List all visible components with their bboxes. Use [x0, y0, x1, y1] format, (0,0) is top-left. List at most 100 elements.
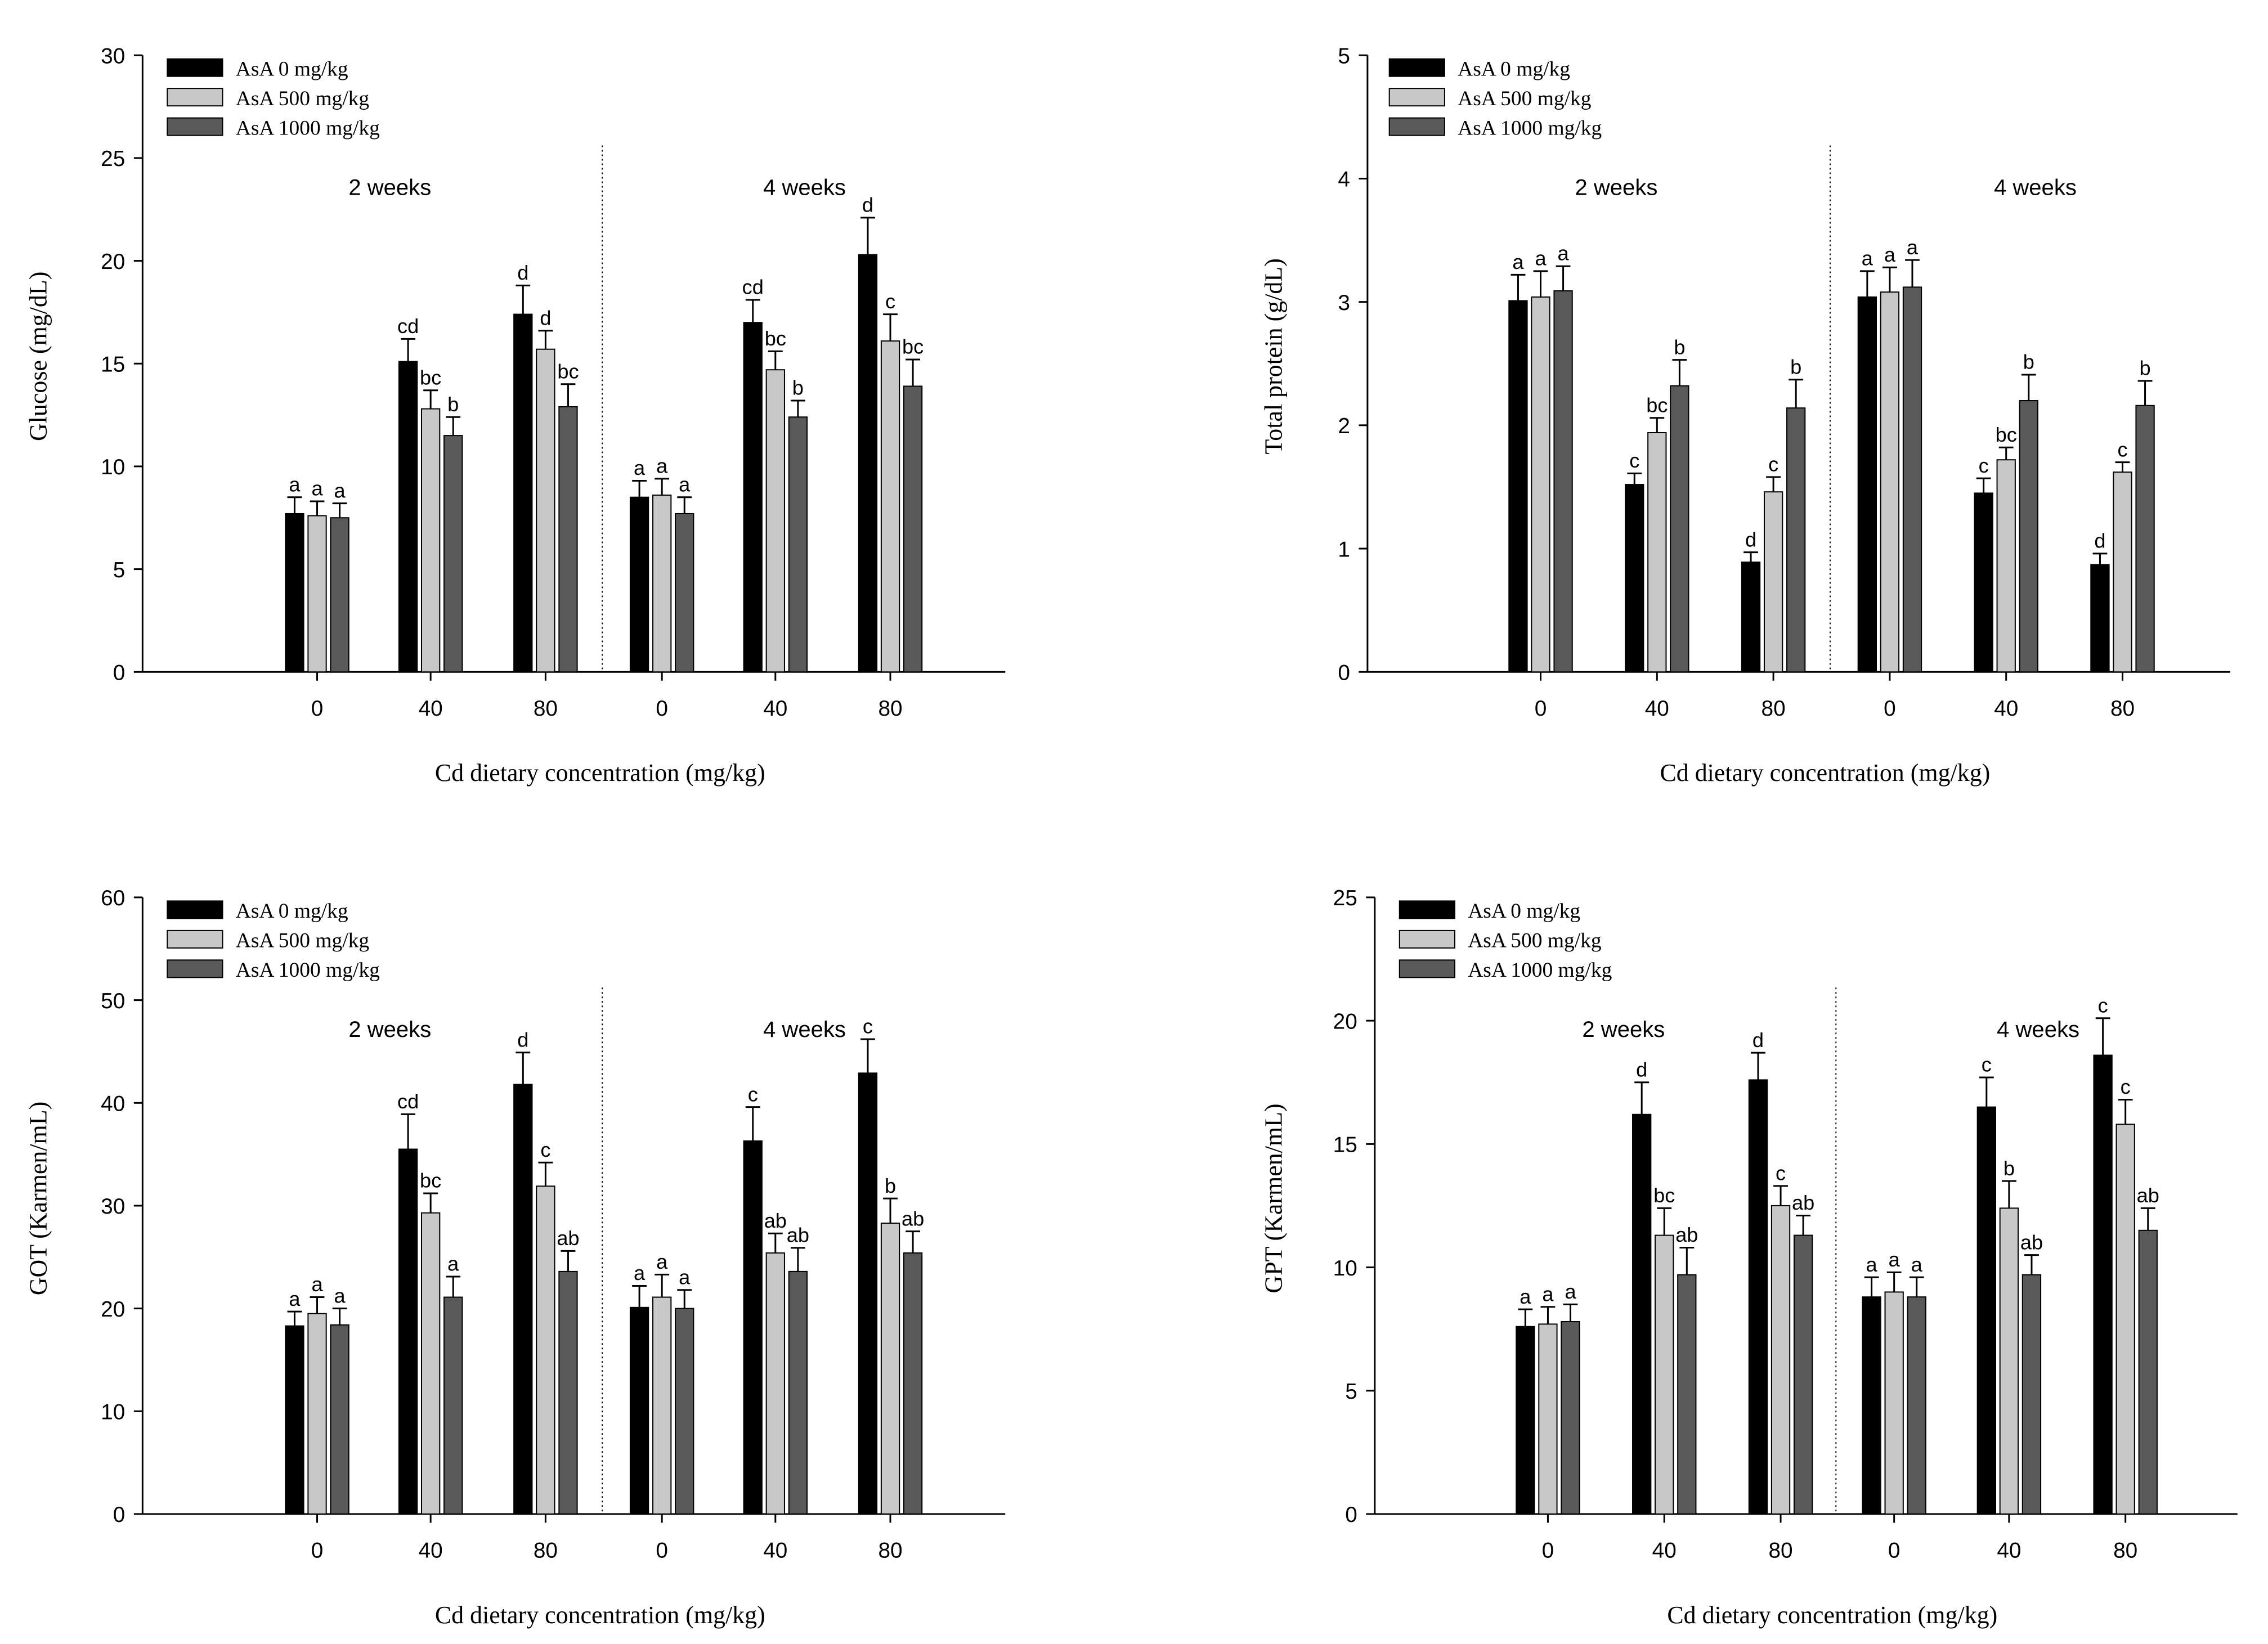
bar: [629, 1306, 649, 1515]
y-tick-label: 60: [101, 886, 125, 910]
y-tick-label: 25: [101, 147, 125, 171]
bar: [1655, 1234, 1674, 1515]
significance-letter: a: [311, 477, 323, 500]
bar: [858, 1072, 878, 1515]
x-tick-label: 40: [763, 697, 787, 721]
bar: [1880, 291, 1900, 673]
y-tick-label: 15: [1333, 1133, 1357, 1157]
bar: [1741, 562, 1761, 673]
y-tick-label: 20: [101, 1297, 125, 1322]
legend-swatch: [1388, 117, 1445, 136]
bar: [1907, 1296, 1926, 1515]
significance-letter: ab: [2020, 1230, 2043, 1254]
significance-letter: ab: [557, 1227, 579, 1250]
x-tick-label: 0: [1542, 1539, 1554, 1563]
bar: [1670, 385, 1689, 673]
bar: [513, 313, 533, 673]
x-tick-label: 80: [1768, 1539, 1792, 1563]
significance-letter: d: [1636, 1058, 1647, 1081]
x-axis-title: Cd dietary concentration (mg/kg): [435, 1601, 765, 1629]
bar: [421, 1212, 441, 1515]
bar: [652, 1296, 672, 1515]
significance-letter: a: [634, 1261, 646, 1284]
x-tick-label: 80: [534, 1539, 558, 1563]
significance-letter: a: [447, 1252, 459, 1275]
significance-letter: d: [540, 306, 551, 329]
bar: [1862, 1296, 1881, 1515]
bar: [2093, 1054, 2113, 1515]
x-tick-label: 0: [1884, 697, 1896, 721]
significance-letter: c: [540, 1138, 550, 1161]
legend-label: AsA 0 mg/kg: [236, 900, 348, 923]
bar: [652, 495, 672, 673]
y-tick-label: 0: [1345, 1503, 1357, 1527]
significance-letter: b: [2140, 357, 2151, 380]
significance-letter: c: [1629, 449, 1639, 472]
group-label: 2 weeks: [348, 1017, 431, 1042]
y-tick-label: 0: [1338, 661, 1350, 685]
x-tick-label: 80: [878, 1539, 902, 1563]
group-label: 4 weeks: [1997, 1017, 2079, 1042]
y-tick-label: 15: [101, 352, 125, 376]
bar: [880, 340, 900, 673]
bar: [765, 369, 785, 673]
y-tick-label: 10: [1333, 1256, 1357, 1281]
significance-letter: b: [1790, 355, 1801, 378]
y-axis-title: Total protein (g/dL): [1259, 258, 1287, 454]
significance-letter: c: [863, 1015, 873, 1038]
y-tick-label: 5: [1345, 1380, 1357, 1404]
y-tick-label: 20: [101, 250, 125, 274]
significance-letter: c: [1776, 1162, 1786, 1185]
significance-letter: cd: [397, 1090, 419, 1113]
legend-swatch: [1399, 959, 1456, 978]
bar: [903, 385, 923, 673]
bar: [1531, 296, 1550, 673]
x-tick-label: 80: [2113, 1539, 2137, 1563]
bar: [675, 513, 694, 673]
y-tick-label: 30: [101, 44, 125, 68]
significance-letter: a: [311, 1273, 323, 1296]
legend-label: AsA 1000 mg/kg: [236, 116, 380, 140]
bar: [330, 1324, 349, 1515]
significance-letter: a: [1512, 250, 1524, 273]
bar: [330, 517, 349, 673]
significance-letter: bc: [420, 366, 441, 389]
significance-letter: a: [634, 456, 646, 479]
bar: [536, 1185, 555, 1515]
bar: [1976, 1106, 1996, 1515]
bar: [1553, 290, 1573, 673]
bar: [2138, 1229, 2158, 1515]
x-tick-label: 80: [878, 697, 902, 721]
significance-letter: bc: [420, 1169, 441, 1192]
group-label: 2 weeks: [1575, 175, 1657, 200]
legend-swatch: [1388, 58, 1445, 77]
significance-letter: a: [1520, 1285, 1531, 1308]
significance-letter: a: [656, 1250, 668, 1273]
y-tick-label: 50: [101, 989, 125, 1013]
significance-letter: b: [885, 1174, 896, 1197]
x-tick-label: 0: [656, 1539, 668, 1563]
legend-label: AsA 1000 mg/kg: [236, 959, 380, 982]
significance-letter: bc: [765, 327, 786, 350]
y-tick-label: 30: [101, 1194, 125, 1219]
significance-letter: b: [2003, 1157, 2015, 1180]
x-axis-title: Cd dietary concentration (mg/kg): [1660, 759, 1990, 787]
bar: [1632, 1113, 1652, 1515]
bar: [2115, 1124, 2135, 1515]
significance-letter: a: [289, 473, 301, 496]
chart-panel-1: 0 5 10 15 20 25 30 Glucose (mg/dL) 2 weeks 4 week…: [25, 44, 1006, 787]
x-tick-label: 40: [1645, 697, 1669, 721]
legend-label: AsA 500 mg/kg: [236, 929, 370, 953]
y-tick-label: 20: [1333, 1009, 1357, 1034]
x-tick-label: 0: [1535, 697, 1547, 721]
bar: [285, 1325, 304, 1515]
group-label: 4 weeks: [763, 1017, 846, 1042]
bar: [629, 496, 649, 673]
bar: [903, 1252, 923, 1515]
significance-letter: bc: [902, 335, 924, 358]
significance-letter: d: [2094, 529, 2105, 552]
significance-letter: a: [289, 1287, 301, 1310]
x-tick-label: 40: [1652, 1539, 1677, 1563]
bar: [1625, 484, 1644, 673]
bar: [1763, 491, 1783, 673]
